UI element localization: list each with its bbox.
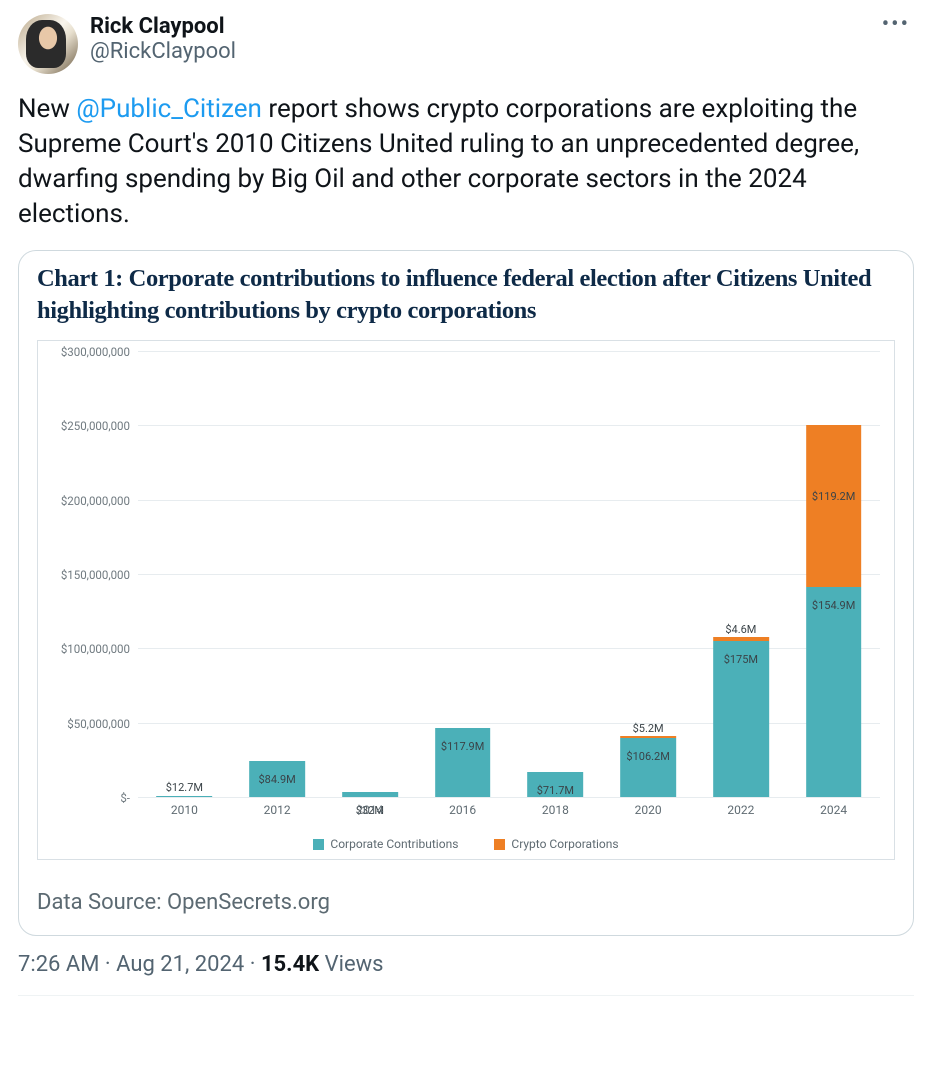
bar-slot: $84.9M2012: [231, 351, 324, 797]
avatar[interactable]: [18, 14, 78, 74]
gridline: $-: [138, 797, 880, 798]
bar-value-label: $154.9M: [812, 599, 855, 612]
bar-segment-corporate: $32M: [342, 792, 398, 797]
legend-item: Crypto Corporations: [494, 837, 618, 851]
bar-value-label: $106.2M: [626, 750, 669, 763]
bar-stack: $12.7M: [157, 778, 213, 797]
bar-stack: $106.2M $5.2M: [620, 631, 676, 797]
bar-segment-corporate: $106.2M: [620, 738, 676, 797]
views-count[interactable]: 15.4K: [261, 952, 319, 977]
tweet-header: Rick Claypool @RickClaypool •••: [18, 14, 914, 74]
legend-swatch: [494, 839, 505, 850]
legend-label: Corporate Contributions: [330, 837, 458, 851]
bar-stack: $32M: [342, 750, 398, 798]
y-axis-label: $300,000,000: [61, 345, 130, 359]
mention-link[interactable]: @Public_Citizen: [76, 94, 262, 124]
author-names[interactable]: Rick Claypool @RickClaypool: [90, 14, 878, 66]
y-axis-label: $50,000,000: [67, 717, 130, 731]
bar-segment-corporate: $154.9M: [806, 587, 862, 797]
plot-area: $-$50,000,000$100,000,000$150,000,000$20…: [138, 351, 880, 797]
bar-slot: $32M2014: [324, 351, 417, 797]
bar-value-label: $5.2M: [633, 722, 664, 735]
bar-value-label: $117.9M: [441, 740, 484, 753]
meta-sep: ·: [99, 952, 116, 977]
bar-segment-crypto: $5.2M: [620, 736, 676, 739]
y-axis-label: $250,000,000: [61, 419, 130, 433]
legend-item: Corporate Contributions: [313, 837, 458, 851]
bar-slot: $117.9M2016: [416, 351, 509, 797]
x-axis-label: 2010: [171, 803, 198, 817]
tweet-meta: 7:26 AM · Aug 21, 2024 · 15.4K Views: [18, 952, 914, 996]
bar-segment-corporate: $12.7M: [157, 796, 213, 797]
embedded-card[interactable]: Chart 1: Corporate contributions to infl…: [18, 250, 914, 936]
bar-slot: $154.9M$119.2M2024: [787, 351, 880, 797]
x-axis-label: 2016: [449, 803, 476, 817]
bar-segment-crypto: $4.6M: [713, 637, 769, 641]
bar-segment-corporate: $117.9M: [435, 728, 491, 797]
card-inner: Chart 1: Corporate contributions to infl…: [19, 251, 913, 935]
y-axis-label: $200,000,000: [61, 494, 130, 508]
x-axis-label: 2012: [264, 803, 291, 817]
y-axis-label: $150,000,000: [61, 568, 130, 582]
views-label: Views: [319, 952, 383, 977]
bar-segment-corporate: $175M: [713, 641, 769, 797]
bar-segment-crypto: $119.2M: [806, 425, 862, 587]
tweet-container: Rick Claypool @RickClaypool ••• New @Pub…: [0, 0, 932, 1004]
chart-legend: Corporate Contributions Crypto Corporatio…: [38, 837, 894, 851]
x-axis-label: 2020: [635, 803, 662, 817]
bar-value-label: $4.6M: [725, 623, 756, 636]
bars-row: $12.7M2010$84.9M2012$32M2014$117.9M2016$…: [138, 351, 880, 797]
x-axis-label: 2014: [356, 803, 383, 817]
bar-value-label: $71.7M: [537, 784, 574, 797]
chart-plot: $- $50,000,000 $100,000,000 $150,000,000 $20…: [37, 340, 895, 860]
meta-time[interactable]: 7:26 AM: [18, 952, 99, 977]
meta-date[interactable]: Aug 21, 2024: [116, 952, 244, 977]
data-source: Data Source: OpenSecrets.org: [37, 890, 895, 915]
more-icon[interactable]: •••: [878, 14, 914, 36]
display-name: Rick Claypool: [90, 14, 878, 39]
bar-slot: $71.7M2018: [509, 351, 602, 797]
legend-label: Crypto Corporations: [511, 837, 618, 851]
bar-slot: $12.7M2010: [138, 351, 231, 797]
bar-segment-corporate: $71.7M: [528, 772, 584, 797]
tweet-text-prefix: New: [18, 94, 76, 124]
bar-value-label: $12.7M: [166, 781, 203, 794]
y-axis-label: $100,000,000: [61, 642, 130, 656]
bar-slot: $175M$4.6M2022: [695, 351, 788, 797]
bar-stack: $84.9M: [249, 671, 305, 797]
bar-stack: $175M $4.6M: [713, 530, 769, 797]
y-axis-label: $-: [120, 791, 130, 805]
bar-slot: $106.2M$5.2M2020: [602, 351, 695, 797]
bar-stack: $117.9M: [435, 622, 491, 797]
bar-value-label: $119.2M: [812, 490, 855, 503]
bar-value-label: $175M: [724, 653, 758, 666]
tweet-text: New @Public_Citizen report shows crypto …: [18, 92, 914, 232]
x-axis-label: 2024: [820, 803, 847, 817]
meta-sep: ·: [244, 952, 261, 977]
bar-value-label: $84.9M: [259, 773, 296, 786]
handle: @RickClaypool: [90, 39, 878, 65]
bar-stack: $154.9M $119.2M: [806, 390, 862, 797]
x-axis-label: 2022: [727, 803, 754, 817]
legend-swatch: [313, 839, 324, 850]
x-axis-label: 2018: [542, 803, 569, 817]
bar-stack: $71.7M: [528, 691, 584, 798]
chart-title: Chart 1: Corporate contributions to infl…: [37, 263, 895, 326]
bar-segment-corporate: $84.9M: [249, 761, 305, 797]
